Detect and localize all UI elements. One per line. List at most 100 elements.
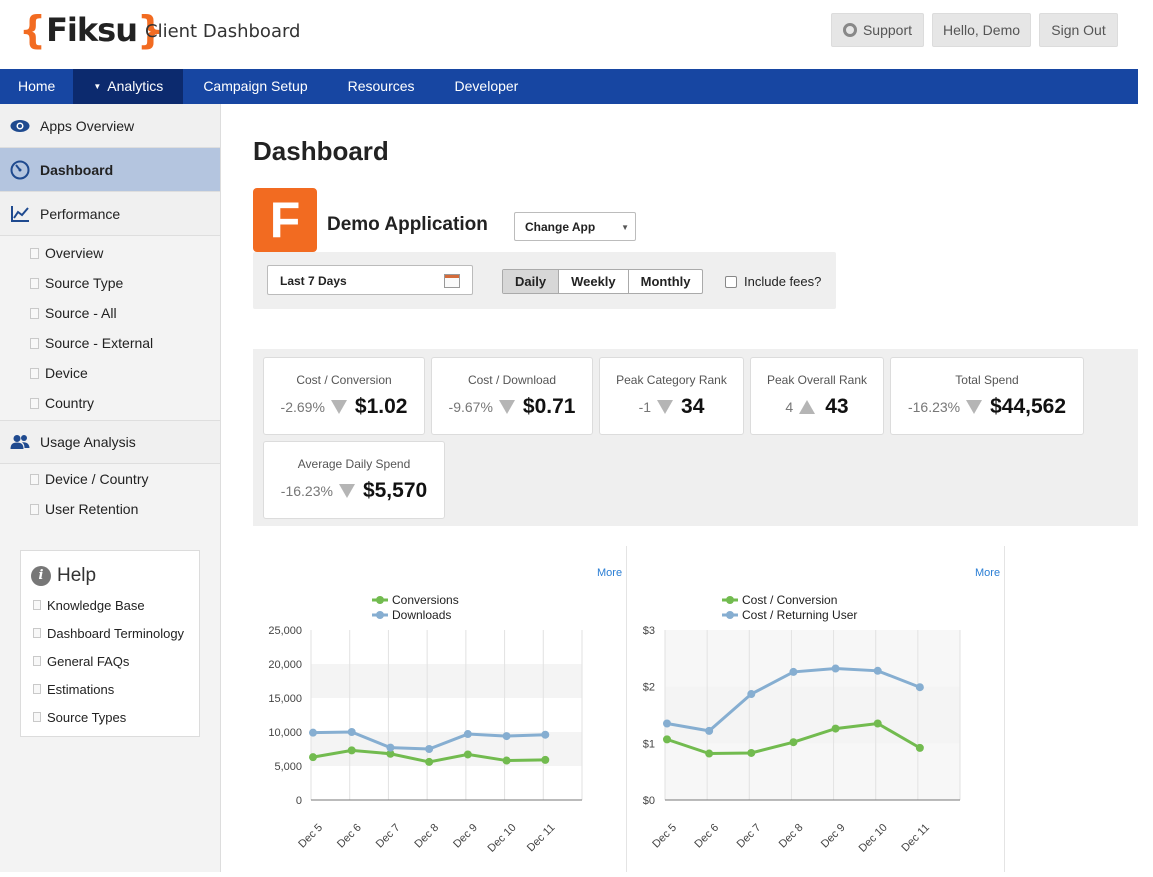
- sidebar-sub-label: Device / Country: [45, 471, 149, 487]
- chart-more-link[interactable]: More: [597, 567, 623, 579]
- logo-brace-open: {: [19, 8, 47, 52]
- help-link-estimations[interactable]: Estimations: [21, 675, 199, 703]
- document-icon: [33, 628, 41, 638]
- logo-word: Fiksu: [46, 11, 138, 49]
- kpi-label: Peak Overall Rank: [766, 373, 868, 387]
- kpi-value: $44,562: [990, 395, 1067, 418]
- sidebar-item-user-retention[interactable]: User Retention: [0, 494, 220, 524]
- gauge-icon: [10, 160, 30, 180]
- sidebar-item-dashboard[interactable]: Dashboard: [0, 148, 220, 192]
- data-point: [705, 749, 714, 758]
- kpi-value: 34: [681, 395, 705, 418]
- legend-label: Conversions: [392, 593, 459, 607]
- help-link-knowledge-base[interactable]: Knowledge Base: [21, 591, 199, 619]
- calendar-icon[interactable]: [444, 274, 460, 288]
- nav-analytics[interactable]: ▼ Analytics: [73, 69, 184, 104]
- nav-home[interactable]: Home: [18, 78, 56, 94]
- period-weekly-button[interactable]: Weekly: [559, 270, 629, 293]
- help-link-dashboard-terminology[interactable]: Dashboard Terminology: [21, 619, 199, 647]
- document-icon: [30, 247, 39, 259]
- kpi-label: Average Daily Spend: [297, 457, 411, 471]
- data-point: [463, 730, 472, 739]
- period-daily-button[interactable]: Daily: [503, 270, 560, 293]
- data-point: [347, 746, 356, 755]
- sidebar-item-usage-analysis[interactable]: Usage Analysis: [0, 420, 220, 464]
- data-point: [309, 753, 317, 762]
- sidebar-item-apps-overview[interactable]: Apps Overview: [0, 104, 220, 148]
- period-monthly-button[interactable]: Monthly: [640, 274, 691, 289]
- kpi-average-daily-spend: Average Daily Spend -16.23% $5,570: [263, 441, 445, 519]
- sidebar-sub-label: Overview: [45, 245, 104, 261]
- nav-analytics-label: Analytics: [107, 78, 164, 94]
- chart-more-link[interactable]: More: [975, 567, 1001, 579]
- change-app-select[interactable]: Change App ▼: [514, 212, 636, 241]
- sidebar-item-source-type[interactable]: Source Type: [0, 268, 220, 298]
- nav-campaign-setup[interactable]: Campaign Setup: [203, 78, 308, 94]
- help-link-source-types[interactable]: Source Types: [21, 703, 199, 731]
- sidebar-label: Apps Overview: [40, 117, 135, 134]
- usage-submenu: Device / Country User Retention: [0, 464, 220, 524]
- x-tick-label: Dec 6: [335, 822, 364, 851]
- sidebar-item-device-country[interactable]: Device / Country: [0, 464, 220, 494]
- include-fees-label: Include fees?: [744, 274, 822, 289]
- help-link-label: General FAQs: [47, 653, 130, 669]
- performance-submenu: Overview Source Type Source - All Source…: [0, 236, 220, 420]
- data-point: [541, 730, 550, 739]
- x-tick-label: Dec 5: [296, 822, 325, 851]
- app-title: Client Dashboard: [145, 21, 301, 42]
- x-tick-label: Dec 5: [650, 822, 679, 851]
- support-label: Support: [862, 22, 913, 38]
- x-tick-label: Dec 11: [525, 822, 558, 855]
- date-range-picker[interactable]: Last 7 Days: [267, 265, 473, 295]
- include-fees-checkbox[interactable]: [725, 275, 737, 288]
- nav-resources[interactable]: Resources: [347, 78, 415, 94]
- support-button[interactable]: Support: [831, 13, 924, 47]
- document-icon: [33, 656, 41, 666]
- data-point: [915, 743, 924, 752]
- sidebar-item-performance[interactable]: Performance: [0, 192, 220, 236]
- sign-out-button[interactable]: Sign Out: [1039, 13, 1118, 47]
- y-tick-label: $0: [643, 795, 655, 807]
- sidebar-sub-label: User Retention: [45, 501, 139, 517]
- y-tick-label: 15,000: [268, 693, 302, 705]
- user-greeting-button[interactable]: Hello, Demo: [932, 13, 1031, 47]
- help-link-general-faqs[interactable]: General FAQs: [21, 647, 199, 675]
- line-chart-icon: [10, 204, 30, 224]
- y-tick-label: 0: [296, 795, 302, 807]
- eye-icon: [10, 116, 30, 136]
- kpi-change: 4: [785, 399, 794, 415]
- legend-label: Cost / Conversion: [742, 593, 837, 607]
- legend-label: Cost / Returning User: [742, 608, 857, 622]
- sidebar-item-overview[interactable]: Overview: [0, 238, 220, 268]
- date-range-value: Last 7 Days: [280, 274, 347, 288]
- data-point: [747, 748, 756, 757]
- data-point: [386, 743, 395, 752]
- kpi-change: -9.67%: [448, 399, 493, 415]
- sidebar: Apps Overview Dashboard Performance Over…: [0, 104, 221, 872]
- sidebar-item-device[interactable]: Device: [0, 358, 220, 388]
- help-link-label: Knowledge Base: [47, 597, 145, 613]
- sidebar-item-source-external[interactable]: Source - External: [0, 328, 220, 358]
- x-tick-label: Dec 10: [857, 822, 890, 855]
- sidebar-item-source-all[interactable]: Source - All: [0, 298, 220, 328]
- fiksu-logo[interactable]: { Fiksu }: [19, 10, 164, 50]
- data-point: [502, 756, 511, 765]
- x-tick-label: Dec 7: [374, 822, 403, 851]
- help-panel: i Help Knowledge Base Dashboard Terminol…: [20, 550, 200, 737]
- legend-marker: [376, 596, 384, 604]
- data-point: [425, 757, 434, 766]
- sidebar-item-country[interactable]: Country: [0, 388, 220, 418]
- grid-band: [665, 686, 960, 744]
- y-tick-label: $1: [643, 738, 655, 750]
- data-point: [386, 749, 395, 758]
- chart-svg: $0 $1 $2 $3 Dec 5 Dec 6 Dec 7 Dec 8 Dec 9 Dec 10 D…: [643, 593, 961, 855]
- chart-conversions-downloads: More 0 5,000 10,000 15,000 20,000 25,000 Dec 5…: [253, 546, 627, 872]
- nav-developer[interactable]: Developer: [454, 78, 519, 94]
- page-title: Dashboard: [253, 136, 389, 166]
- data-point: [789, 667, 798, 676]
- x-tick-label: Dec 8: [412, 822, 441, 851]
- y-tick-label: $2: [643, 682, 655, 694]
- logo-brace-close: }: [137, 8, 165, 52]
- data-point: [309, 728, 317, 737]
- kpi-change: -16.23%: [907, 399, 961, 415]
